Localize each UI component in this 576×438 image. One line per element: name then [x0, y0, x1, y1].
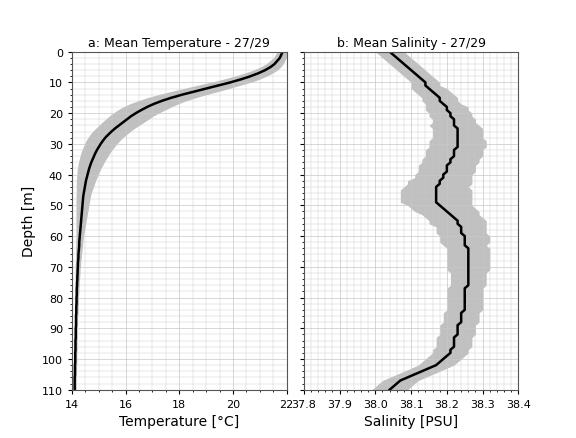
Title: a: Mean Temperature - 27/29: a: Mean Temperature - 27/29 [88, 37, 270, 50]
Y-axis label: Depth [m]: Depth [m] [22, 186, 36, 257]
X-axis label: Salinity [PSU]: Salinity [PSU] [364, 414, 458, 428]
Title: b: Mean Salinity - 27/29: b: Mean Salinity - 27/29 [336, 37, 486, 50]
X-axis label: Temperature [°C]: Temperature [°C] [119, 414, 240, 428]
